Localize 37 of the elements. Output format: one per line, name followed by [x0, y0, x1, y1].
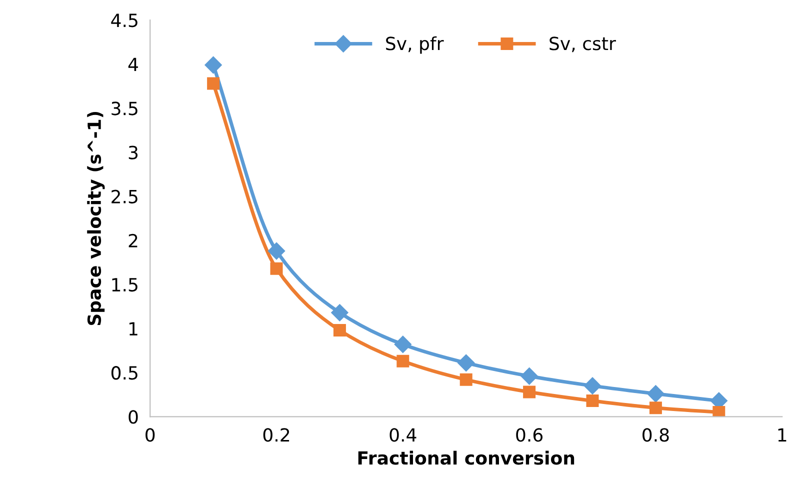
point — [520, 368, 538, 385]
point — [647, 385, 664, 402]
point — [268, 242, 286, 260]
point — [333, 324, 346, 337]
point — [396, 354, 410, 368]
point — [586, 394, 599, 408]
y-tick-label: 1 — [129, 322, 138, 336]
point — [207, 77, 220, 90]
y-tick-label: 2 — [128, 234, 138, 248]
y-tick-label: 0 — [128, 410, 138, 424]
point — [458, 354, 475, 372]
point — [584, 377, 602, 394]
point — [204, 56, 222, 74]
y-tick-label: 2.5 — [112, 190, 138, 204]
x-tick-label: 0.6 — [516, 428, 543, 442]
y-tick-label: 4 — [128, 58, 138, 72]
x-axis-title: Fractional conversion — [358, 450, 574, 465]
y-tick-label: 0.5 — [111, 366, 138, 380]
y-axis-title: Space velocity (s^-1) — [87, 112, 105, 326]
x-tick-label: 1 — [778, 428, 786, 442]
point — [523, 386, 536, 398]
point — [712, 406, 726, 417]
legend-label: Sv, pfr — [386, 36, 444, 54]
x-tick-label: 0.8 — [642, 428, 669, 442]
point — [331, 304, 348, 322]
point — [649, 402, 662, 414]
y-tick-label: 3 — [128, 146, 138, 160]
x-tick-label: 0.4 — [390, 428, 416, 442]
x-tick-label: 0.2 — [263, 428, 290, 442]
point — [270, 262, 283, 275]
point — [394, 336, 412, 353]
y-tick-label: 3.5 — [112, 102, 138, 116]
x-tick-label: 0 — [146, 428, 155, 442]
y-tick-label: 4.5 — [111, 14, 138, 28]
y-tick-label: 1.5 — [112, 278, 138, 292]
point — [460, 373, 472, 386]
legend-label: Sv, cstr — [550, 36, 616, 52]
